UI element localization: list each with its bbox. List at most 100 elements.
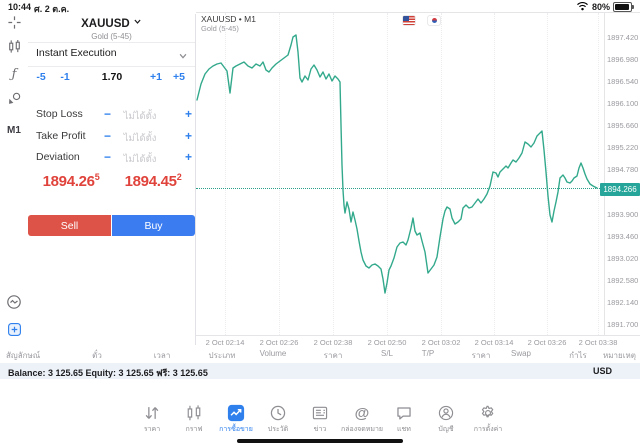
news-icon <box>311 403 329 423</box>
column-header: Volume <box>259 349 287 358</box>
gridline <box>598 13 599 335</box>
price-tick-label: 1894.780 <box>607 165 639 175</box>
tab-label: แชท <box>397 426 411 433</box>
trade-activity-button[interactable] <box>0 294 28 315</box>
tab-news[interactable]: ข่าว <box>299 403 341 435</box>
price-tick-label: 1897.420 <box>607 33 639 42</box>
volume-plus-1-button[interactable]: +1 <box>150 71 162 83</box>
divider <box>28 42 195 43</box>
column-header: ราคา <box>471 351 491 360</box>
column-header: ประเภท <box>208 351 236 360</box>
status-date: ศ. 2 ต.ค. <box>34 4 70 14</box>
column-header: Swap <box>510 349 532 358</box>
tab-account[interactable]: บัญชี <box>425 403 467 435</box>
volume-minus-5-button[interactable]: -5 <box>36 71 46 83</box>
status-time: 10:44 <box>8 2 32 12</box>
functions-tool-icon[interactable]: ƒ <box>11 67 17 82</box>
history-icon <box>269 403 287 423</box>
price-tick-label: 1893.460 <box>607 231 639 241</box>
chart-toolbar: ƒ M1 <box>0 14 29 345</box>
gridline <box>547 13 548 335</box>
new-order-button[interactable] <box>0 322 28 342</box>
time-tick-label: 2 Oct 03:38 <box>578 338 618 347</box>
tab-chart[interactable]: กราฟ <box>173 403 215 435</box>
execution-mode-selector[interactable]: Instant Execution <box>36 47 117 59</box>
timeframe-selector[interactable]: M1 <box>7 125 21 136</box>
symbol-selector[interactable]: XAUUSD <box>28 17 195 30</box>
field-stop-loss: Stop Loss − ไม่ได้ตั้ง + <box>28 104 195 126</box>
chart-frame-top <box>196 12 640 13</box>
trade-icon <box>227 403 245 423</box>
price-tick-label: 1895.660 <box>607 121 639 131</box>
increment-button[interactable]: + <box>184 107 192 121</box>
price-tick-label: 1895.220 <box>607 143 639 153</box>
field-label: Stop Loss <box>36 108 83 120</box>
battery-icon <box>613 1 634 12</box>
chevron-down-icon <box>178 48 188 66</box>
us-flag-event-icon[interactable] <box>403 16 415 25</box>
status-right-cluster: 80% <box>576 1 634 12</box>
increment-button[interactable]: + <box>184 150 192 164</box>
price-tick-label: 1896.100 <box>607 99 639 109</box>
decrement-button[interactable]: − <box>104 150 112 164</box>
gridline <box>387 13 388 335</box>
price-tick-label: 1896.540 <box>607 77 639 87</box>
volume-plus-5-button[interactable]: +5 <box>173 71 185 83</box>
chart-symbol-subtitle: Gold (5-45) <box>201 24 239 33</box>
price-tick-label: 1892.580 <box>607 275 639 285</box>
tab-trade[interactable]: การซื้อขาย <box>215 403 257 435</box>
current-price-line <box>196 188 640 189</box>
current-price-badge: 1894.266 <box>600 183 640 196</box>
field-value[interactable]: ไม่ได้ตั้ง <box>123 111 157 122</box>
gridline <box>279 13 280 335</box>
tab-settings[interactable]: การตั้งค่า <box>467 403 509 435</box>
tab-mailbox[interactable]: @ กล่องจดหมาย <box>341 403 383 435</box>
settings-icon <box>479 403 497 423</box>
gridline <box>333 13 334 335</box>
order-panel: XAUUSD Gold (5-45) Instant Execution -5 … <box>28 14 196 345</box>
tab-history[interactable]: ประวัติ <box>257 403 299 435</box>
field-value[interactable]: ไม่ได้ตั้ง <box>123 154 157 165</box>
price-tick-label: 1893.900 <box>607 209 639 219</box>
tab-quotes[interactable]: ราคา <box>131 403 173 435</box>
price-tick-label: 1892.140 <box>607 297 639 307</box>
mailbox-icon: @ <box>354 404 370 422</box>
indicators-tool-icon[interactable] <box>0 39 28 59</box>
decrement-button[interactable]: − <box>104 107 112 121</box>
bottom-tab-bar: ราคา กราฟ การซื้อขาย ประวัติ ข่าว @ กล่องจดหมา… <box>0 403 640 435</box>
tab-chat[interactable]: แชท <box>383 403 425 435</box>
volume-value[interactable]: 1.70 <box>101 71 123 83</box>
home-indicator <box>237 439 403 443</box>
price-tick-label: 1896.980 <box>607 55 639 65</box>
volume-minus-1-button[interactable]: -1 <box>60 71 70 83</box>
decrement-button[interactable]: − <box>104 129 112 143</box>
tab-label: กราฟ <box>185 426 203 433</box>
gridline <box>225 13 226 335</box>
chat-icon <box>395 403 413 423</box>
crosshair-tool-icon[interactable] <box>0 15 28 35</box>
price-tick-label: 1891.700 <box>607 320 639 330</box>
tab-label: การตั้งค่า <box>473 426 503 433</box>
field-deviation: Deviation − ไม่ได้ตั้ง + <box>28 147 195 169</box>
field-value[interactable]: ไม่ได้ตั้ง <box>123 133 157 144</box>
wifi-icon <box>576 0 589 16</box>
volume-stepper: -5 -1 1.70 +1 +5 <box>28 66 195 90</box>
tab-label: ประวัติ <box>267 426 289 433</box>
chart-canvas[interactable] <box>196 13 604 335</box>
price-tick-label: 1893.020 <box>607 253 639 263</box>
buy-button[interactable]: Buy <box>112 215 195 236</box>
objects-tool-icon[interactable] <box>0 91 28 111</box>
tab-label: กล่องจดหมาย <box>340 426 384 433</box>
column-header: S/L <box>380 349 394 358</box>
kr-flag-event-icon[interactable] <box>428 16 440 25</box>
chart-symbol-title: XAUUSD • M1 <box>201 14 256 24</box>
sell-button[interactable]: Sell <box>28 215 111 236</box>
balance-summary: Balance: 3 125.65 Equity: 3 125.65 ฟรี: … <box>8 368 208 378</box>
tab-label: การซื้อขาย <box>219 426 253 433</box>
tab-label: บัญชี <box>438 426 454 433</box>
symbol-description: Gold (5-45) <box>91 32 132 41</box>
increment-button[interactable]: + <box>184 129 192 143</box>
field-take-profit: Take Profit − ไม่ได้ตั้ง + <box>28 126 195 148</box>
column-header: T/P <box>421 349 435 358</box>
